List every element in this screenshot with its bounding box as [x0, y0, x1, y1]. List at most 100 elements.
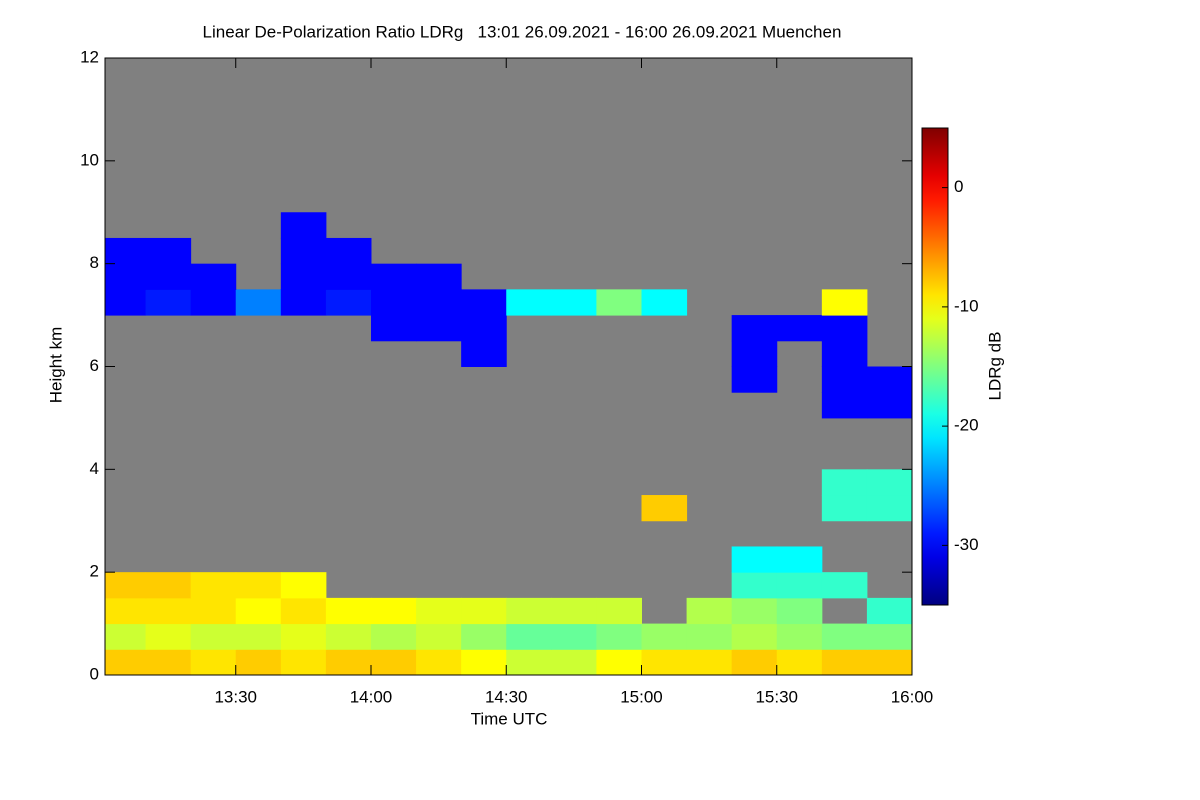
heatmap-cell — [325, 289, 372, 316]
y-tick-label: 0 — [90, 664, 99, 683]
heatmap-cell — [776, 623, 823, 650]
heatmap-cell — [731, 572, 778, 599]
y-tick-label: 10 — [80, 150, 99, 169]
heatmap-cell — [280, 623, 327, 650]
heatmap-cell — [731, 597, 778, 625]
heatmap-cell — [105, 649, 147, 676]
heatmap-cell — [235, 623, 282, 650]
heatmap-cell — [821, 289, 868, 316]
y-tick-label: 6 — [90, 356, 99, 375]
heatmap-cell — [235, 572, 282, 599]
heatmap-cell — [145, 237, 192, 265]
x-tick-label: 15:30 — [755, 687, 798, 706]
heatmap-cell — [235, 649, 282, 676]
heatmap-cell — [821, 366, 868, 393]
heatmap-cell — [105, 597, 147, 625]
heatmap-cell — [821, 469, 868, 496]
x-tick-label: 13:30 — [214, 687, 257, 706]
heatmap-cell — [821, 623, 868, 650]
heatmap-cell — [866, 392, 913, 419]
heatmap-cell — [776, 315, 823, 342]
heatmap-cell — [370, 315, 417, 342]
y-axis-label: Height km — [46, 327, 65, 404]
heatmap-cell — [641, 623, 688, 650]
heatmap-cell — [280, 597, 327, 625]
heatmap-cell — [821, 572, 868, 599]
heatmap-cell — [776, 546, 823, 573]
heatmap-cell — [145, 572, 192, 599]
heatmap-cell — [190, 263, 237, 290]
heatmap-cell — [280, 237, 327, 265]
heatmap-cell — [866, 366, 913, 393]
heatmap-cell — [190, 597, 237, 625]
heatmap-cell — [416, 289, 462, 316]
heatmap-cell — [190, 623, 237, 650]
heatmap-cell — [596, 289, 642, 316]
colorbar-label: LDRg dB — [985, 332, 1004, 401]
heatmap-cell — [866, 495, 913, 522]
heatmap-cell — [190, 649, 237, 676]
heatmap-cell — [731, 340, 778, 367]
heatmap-cell — [731, 315, 778, 342]
heatmap-cell — [325, 237, 372, 265]
heatmap-cell — [506, 289, 552, 316]
x-tick-label: 14:00 — [350, 687, 393, 706]
heatmap-cell — [416, 315, 462, 342]
heatmap-cell — [370, 597, 417, 625]
heatmap-cell — [866, 469, 913, 496]
heatmap-cell — [551, 289, 597, 316]
heatmap-cell — [461, 315, 507, 342]
heatmap-cell — [731, 366, 778, 393]
heatmap-cell — [105, 237, 147, 265]
colorbar-tick-label: -20 — [954, 416, 979, 435]
heatmap-cell — [776, 572, 823, 599]
heatmap-cell — [731, 649, 778, 676]
heatmap-cell — [416, 597, 462, 625]
heatmap-cell — [776, 649, 823, 676]
heatmap-cell — [105, 623, 147, 650]
x-tick-label: 14:30 — [485, 687, 528, 706]
x-tick-label: 15:00 — [620, 687, 663, 706]
y-tick-label: 8 — [90, 253, 99, 272]
heatmap-cell — [370, 289, 417, 316]
heatmap-cell — [280, 263, 327, 290]
heatmap-cell — [280, 649, 327, 676]
heatmap-cell — [461, 289, 507, 316]
heatmap-cell — [370, 623, 417, 650]
heatmap-cell — [866, 623, 913, 650]
heatmap-cell — [145, 649, 192, 676]
heatmap-cell — [145, 263, 192, 290]
x-tick-label: 16:00 — [891, 687, 934, 706]
heatmap-cell — [105, 572, 147, 599]
heatmap-cell — [596, 649, 642, 676]
y-tick-label: 4 — [90, 459, 99, 478]
heatmap-cell — [866, 649, 913, 676]
heatmap-cell — [105, 263, 147, 290]
heatmap-cell — [821, 392, 868, 419]
y-tick-label: 2 — [90, 562, 99, 581]
heatmap-cell — [551, 623, 597, 650]
heatmap-cell — [416, 623, 462, 650]
heatmap-cell — [145, 623, 192, 650]
heatmap-cell — [641, 649, 688, 676]
heatmap-cell — [506, 649, 552, 676]
heatmap-cell — [731, 546, 778, 573]
heatmap-cell — [866, 597, 913, 625]
heatmap-cell — [280, 212, 327, 239]
heatmap-cell — [325, 649, 372, 676]
y-tick-label: 12 — [80, 47, 99, 66]
heatmap-cell — [641, 495, 688, 522]
heatmap-cell — [325, 623, 372, 650]
heatmap-cell — [145, 289, 192, 316]
heatmap-cell — [235, 597, 282, 625]
heatmap-cell — [235, 289, 282, 316]
heatmap-cell — [686, 623, 733, 650]
colorbar-tick-label: -30 — [954, 535, 979, 554]
chart-title: Linear De-Polarization Ratio LDRg 13:01 … — [203, 22, 842, 41]
heatmap-cell — [461, 597, 507, 625]
colorbar-tick-label: 0 — [954, 177, 963, 196]
heatmap-cell — [461, 623, 507, 650]
heatmap-cell — [506, 597, 552, 625]
heatmap-cell — [416, 263, 462, 290]
